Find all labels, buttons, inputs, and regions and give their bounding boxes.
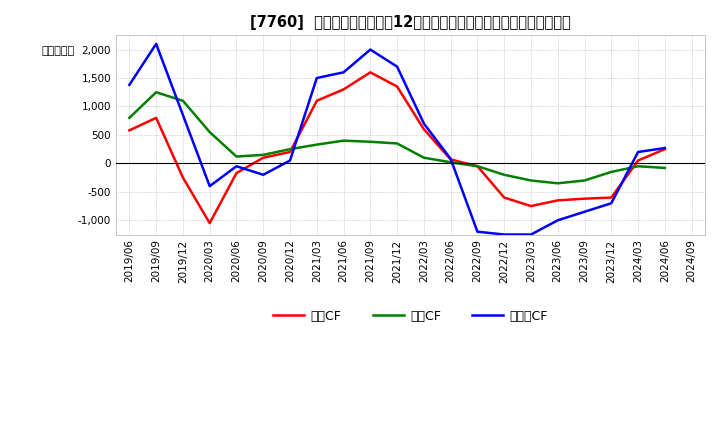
投資CF <box>286 147 294 152</box>
営業CF <box>500 195 508 200</box>
Legend: 営業CF, 投資CF, フリーCF: 営業CF, 投資CF, フリーCF <box>268 304 553 327</box>
フリーCF <box>232 164 240 169</box>
投資CF <box>660 165 669 171</box>
フリーCF <box>286 158 294 163</box>
営業CF <box>607 195 616 200</box>
営業CF <box>393 84 402 89</box>
フリーCF <box>634 149 642 154</box>
Line: 投資CF: 投資CF <box>130 92 665 183</box>
フリーCF <box>660 145 669 150</box>
投資CF <box>232 154 240 159</box>
営業CF <box>232 170 240 176</box>
営業CF <box>179 175 187 180</box>
投資CF <box>420 155 428 160</box>
営業CF <box>446 157 455 162</box>
投資CF <box>152 90 161 95</box>
Title: [7760]  キャッシュフローの12か月移動合計の対前年同期増減額の推移: [7760] キャッシュフローの12か月移動合計の対前年同期増減額の推移 <box>250 15 571 30</box>
営業CF <box>205 220 214 226</box>
営業CF <box>286 149 294 154</box>
フリーCF <box>526 232 535 237</box>
営業CF <box>366 70 374 75</box>
フリーCF <box>259 172 268 177</box>
営業CF <box>473 164 482 169</box>
投資CF <box>500 172 508 177</box>
フリーCF <box>580 209 589 214</box>
フリーCF <box>473 229 482 235</box>
フリーCF <box>366 47 374 52</box>
フリーCF <box>420 121 428 126</box>
フリーCF <box>179 112 187 117</box>
営業CF <box>526 203 535 209</box>
投資CF <box>634 164 642 169</box>
フリーCF <box>500 232 508 237</box>
投資CF <box>393 141 402 146</box>
フリーCF <box>152 41 161 47</box>
営業CF <box>660 147 669 152</box>
Line: 営業CF: 営業CF <box>130 72 665 223</box>
フリーCF <box>205 183 214 189</box>
投資CF <box>259 152 268 158</box>
営業CF <box>312 98 321 103</box>
フリーCF <box>393 64 402 69</box>
投資CF <box>580 178 589 183</box>
投資CF <box>446 160 455 165</box>
営業CF <box>259 155 268 160</box>
投資CF <box>205 129 214 135</box>
フリーCF <box>554 218 562 223</box>
営業CF <box>554 198 562 203</box>
営業CF <box>634 158 642 163</box>
フリーCF <box>607 201 616 206</box>
フリーCF <box>339 70 348 75</box>
投資CF <box>607 169 616 175</box>
営業CF <box>420 127 428 132</box>
営業CF <box>152 115 161 121</box>
投資CF <box>526 178 535 183</box>
フリーCF <box>446 156 455 161</box>
投資CF <box>125 115 134 121</box>
投資CF <box>366 139 374 144</box>
営業CF <box>339 87 348 92</box>
投資CF <box>473 164 482 169</box>
営業CF <box>580 196 589 202</box>
投資CF <box>179 98 187 103</box>
Line: フリーCF: フリーCF <box>130 44 665 235</box>
投資CF <box>554 181 562 186</box>
フリーCF <box>312 75 321 81</box>
投資CF <box>312 142 321 147</box>
営業CF <box>125 128 134 133</box>
フリーCF <box>125 82 134 88</box>
投資CF <box>339 138 348 143</box>
Y-axis label: （百万円）: （百万円） <box>42 46 75 56</box>
